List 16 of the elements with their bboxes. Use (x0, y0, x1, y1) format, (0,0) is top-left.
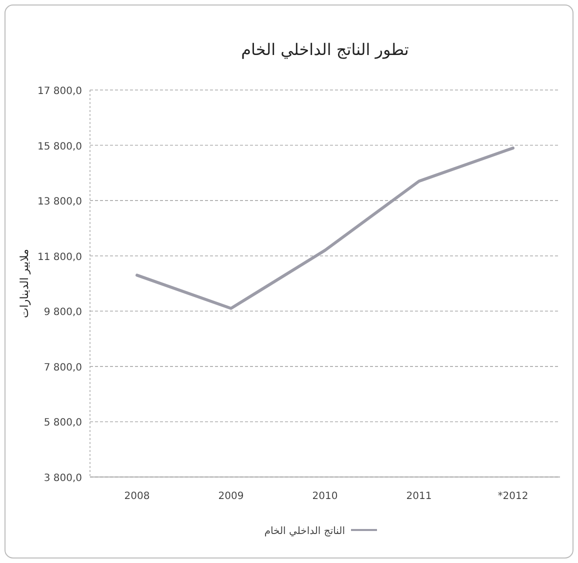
x-tick-label: 2010 (312, 491, 338, 502)
x-tick-label: 2011 (406, 491, 432, 502)
chart-title: تطور الناتج الداخلي الخام (241, 40, 409, 59)
y-tick-label: 17 800,0 (37, 86, 82, 97)
y-tick-label: 15 800,0 (37, 141, 82, 152)
y-tick-label: 3 800,0 (44, 473, 82, 484)
x-tick-label: 2008 (124, 491, 150, 502)
y-axis-title: ملايير الدينارات (18, 248, 31, 318)
y-tick-label: 11 800,0 (37, 252, 82, 263)
y-tick-label: 5 800,0 (44, 418, 82, 429)
x-tick-label: 2009 (218, 491, 244, 502)
x-tick-label: *2012 (498, 491, 528, 502)
y-tick-label: 7 800,0 (44, 362, 82, 374)
legend-label: الناتج الداخلي الخام (264, 526, 345, 537)
y-tick-label: 9 800,0 (44, 307, 82, 318)
y-tick-label: 13 800,0 (37, 196, 82, 208)
